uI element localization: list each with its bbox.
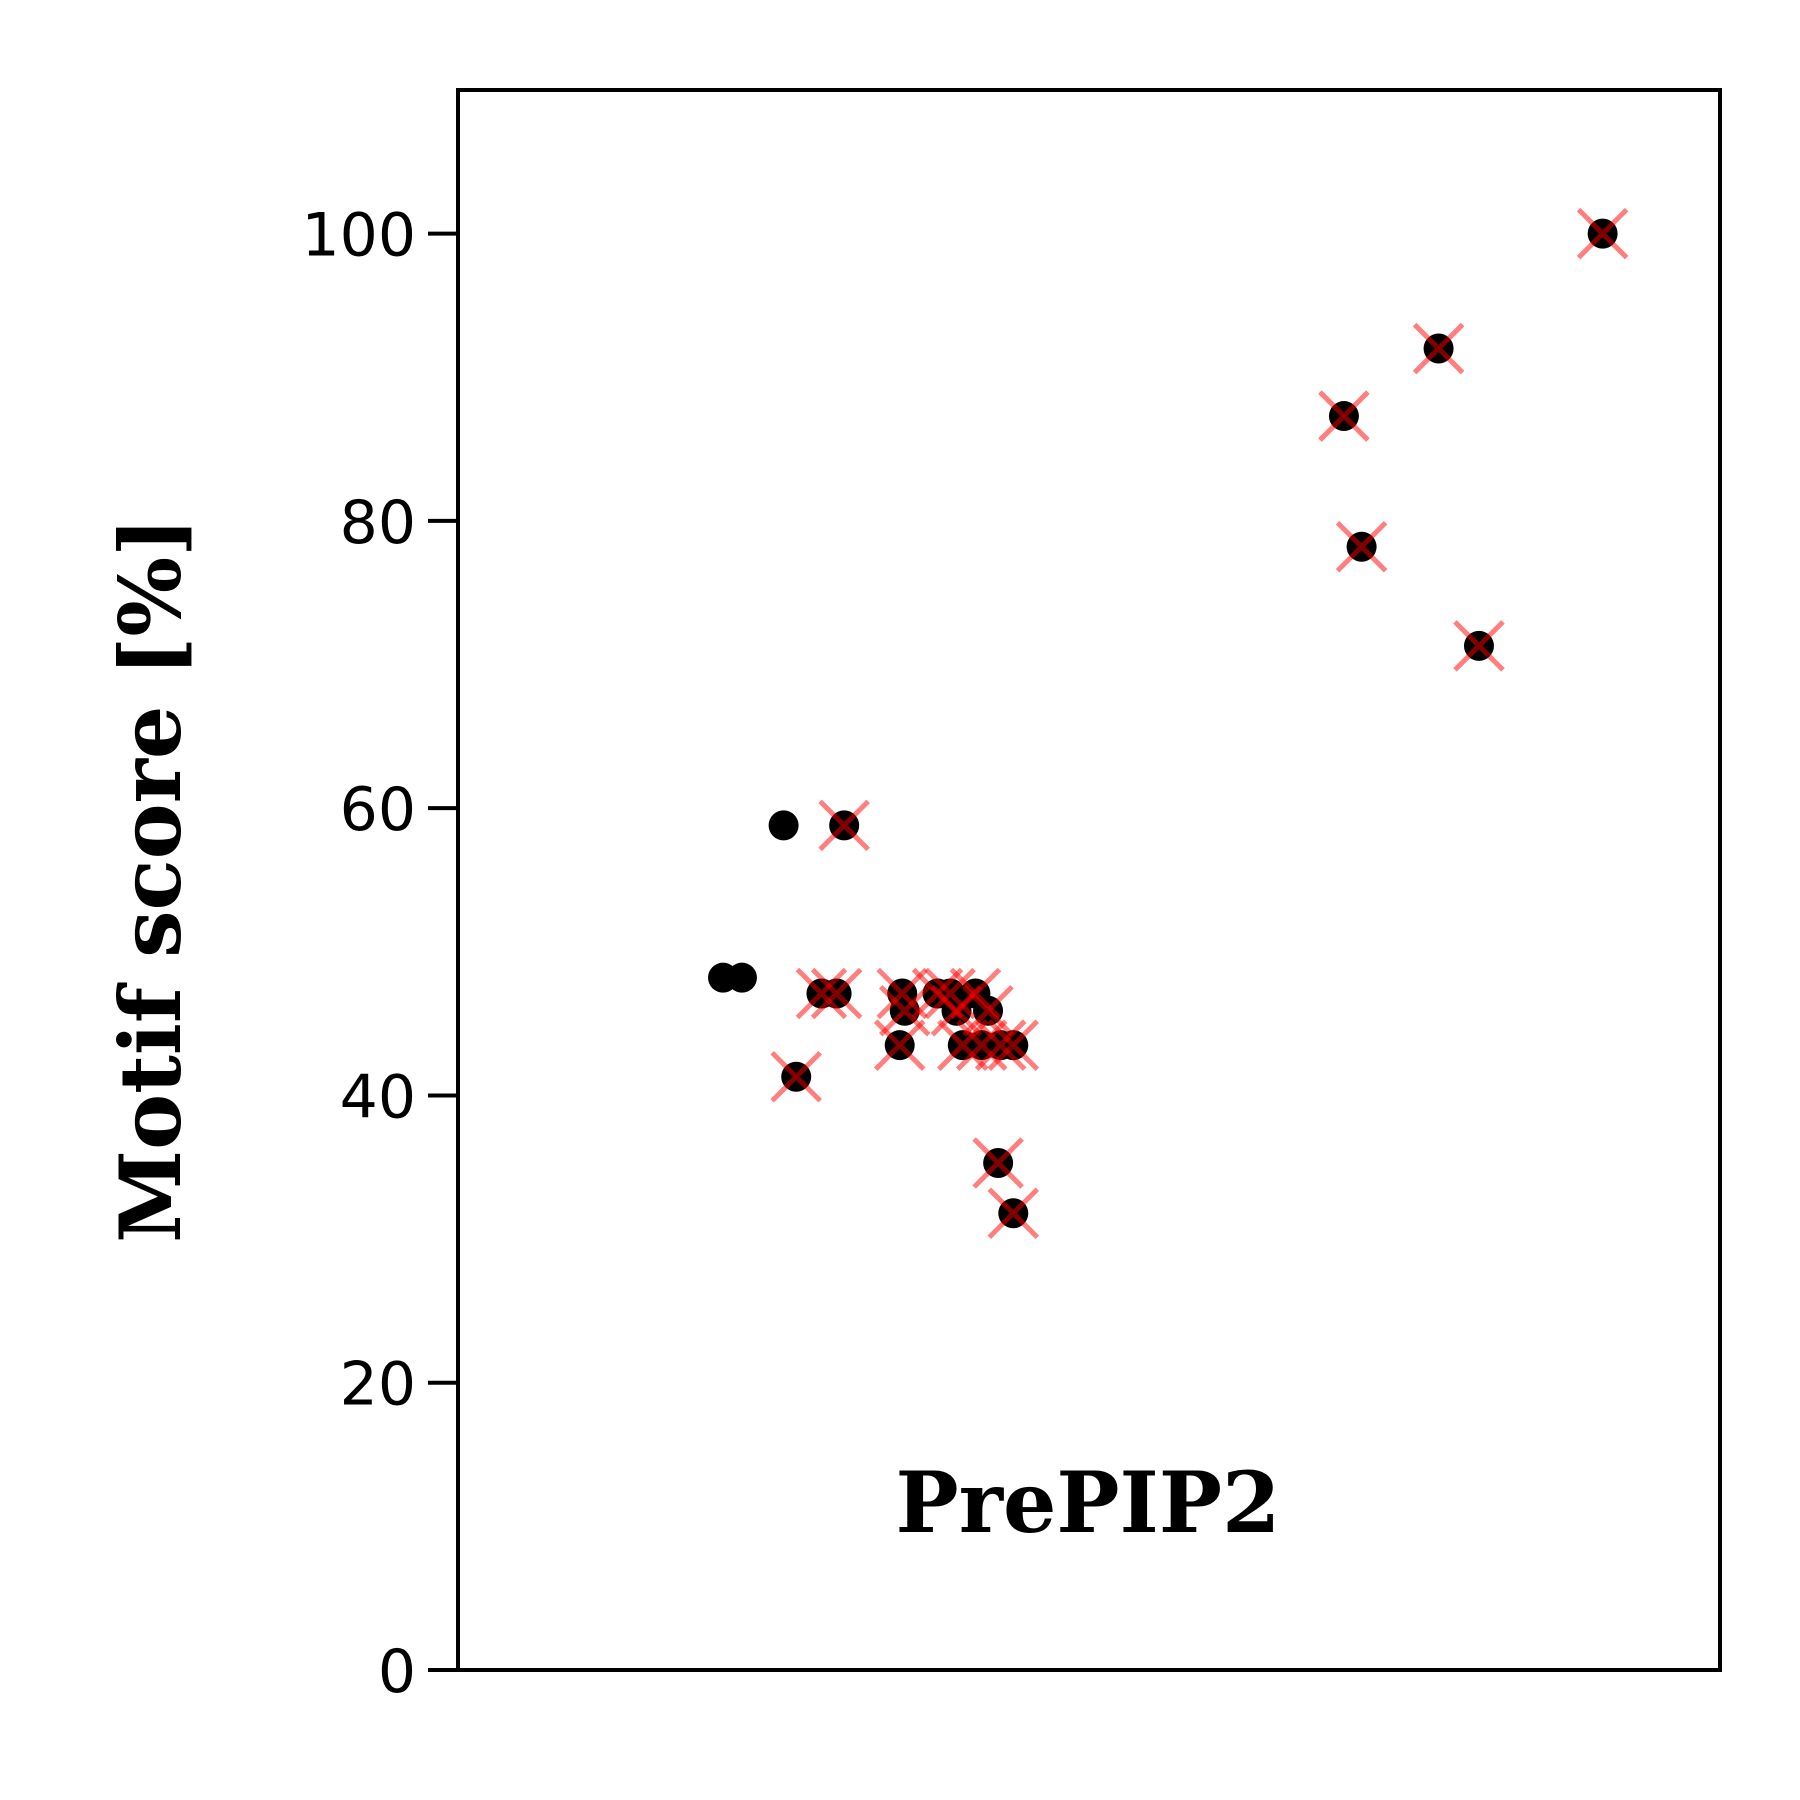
data-point-x-marker <box>1335 520 1388 573</box>
data-point-x-marker <box>924 967 976 1020</box>
y-tick-label: 40 <box>340 1062 416 1132</box>
y-tick-label: 0 <box>378 1637 416 1707</box>
data-point-x-marker <box>974 1019 1027 1071</box>
data-point-x-marker <box>987 1019 1040 1071</box>
y-tick-label: 20 <box>340 1350 416 1420</box>
data-point-x-marker <box>770 1051 822 1103</box>
data-point-x-marker <box>795 967 848 1020</box>
x-series <box>770 207 1629 1240</box>
data-point-x-marker <box>1576 207 1629 260</box>
y-axis-label: Motif score [%] <box>101 517 200 1243</box>
data-point-x-marker <box>1318 390 1370 442</box>
data-point-x-marker <box>937 1019 989 1071</box>
data-point-x-marker <box>1412 322 1465 375</box>
data-point-x-marker <box>972 1137 1024 1189</box>
data-point-x-marker <box>1453 620 1505 672</box>
data-point-dot <box>726 962 757 993</box>
y-tick-label: 60 <box>340 775 416 845</box>
data-point-x-marker <box>810 967 863 1020</box>
plot-frame <box>456 88 1722 1672</box>
data-point-x-marker <box>818 799 870 852</box>
y-tick-label: 100 <box>301 201 416 271</box>
data-point-x-marker <box>987 1187 1040 1240</box>
y-axis-ticks: 0 20 40 60 80 100 <box>301 201 458 1707</box>
data-point-dot <box>768 810 799 841</box>
data-point-x-marker <box>962 984 1014 1037</box>
data-point-x-marker <box>878 984 931 1037</box>
panel-annotation: PrePIP2 <box>896 1453 1281 1552</box>
y-tick-label: 80 <box>340 488 416 558</box>
